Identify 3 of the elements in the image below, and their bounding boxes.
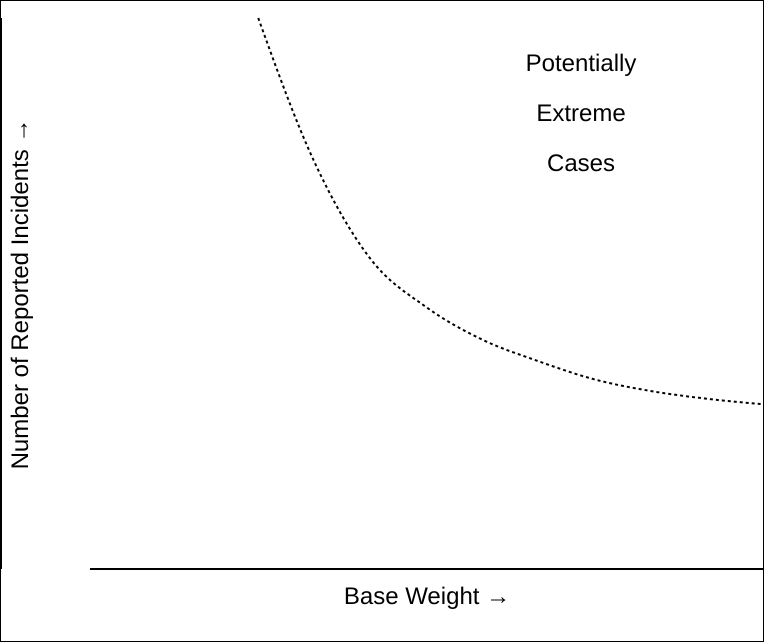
annotation: Potentially Extreme Cases — [524, 49, 638, 179]
x-axis-title: Base Weight → — [342, 583, 512, 611]
y-axis-title: Number of Reported Incidents → — [7, 118, 35, 470]
